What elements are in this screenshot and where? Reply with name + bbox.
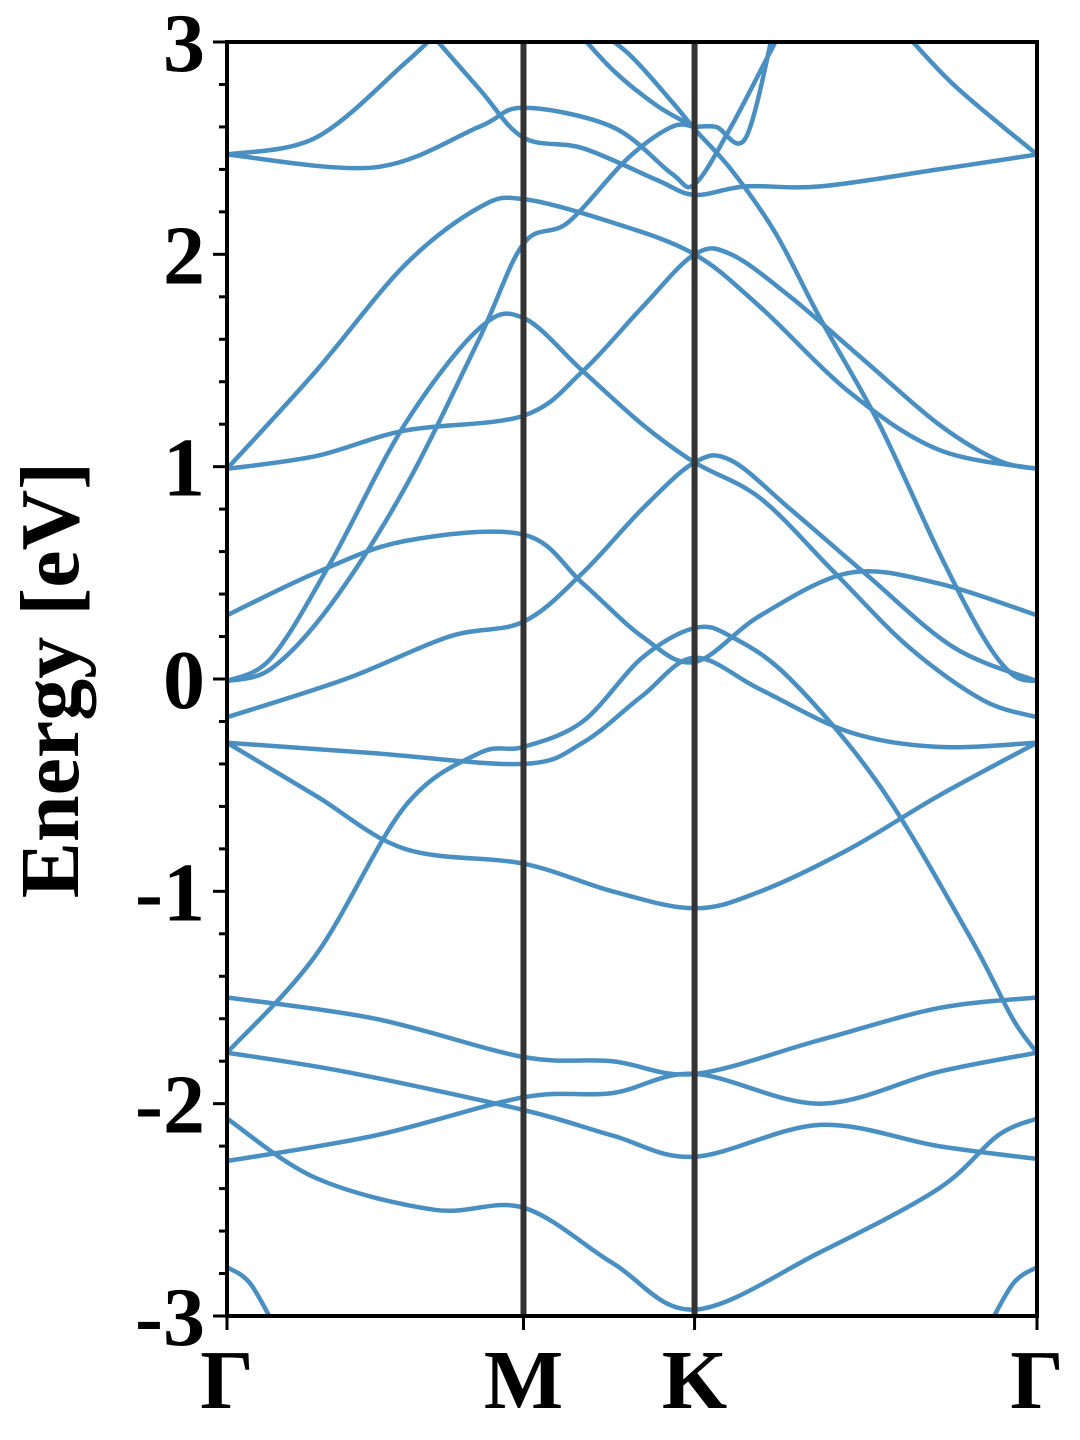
kpath-lines <box>520 42 698 1316</box>
band-line-11 <box>227 246 1037 472</box>
y-tick-label: 0 <box>163 634 205 727</box>
band-line-18 <box>227 1050 1037 1162</box>
y-tick-label: 1 <box>163 422 205 515</box>
band-line-2 <box>227 42 779 190</box>
x-tick-label-1: Γ <box>200 1334 253 1427</box>
band-line-14 <box>227 655 1037 767</box>
band-line-12 <box>227 529 1037 665</box>
band-line-17 <box>227 995 1037 1077</box>
y-tick-label: -1 <box>135 846 205 939</box>
band-line-4 <box>909 42 1037 157</box>
band-line-10 <box>227 311 1037 720</box>
band-line-5 <box>610 42 1037 684</box>
x-tick-label-4: Γ <box>1010 1334 1063 1427</box>
band-line-8 <box>227 122 697 684</box>
band-line-15 <box>227 740 1037 911</box>
y-axis-label: Energy [eV] <box>4 462 97 898</box>
y-tick-label: 2 <box>163 209 205 302</box>
band-line-6 <box>583 42 697 130</box>
band-line-16 <box>227 624 1037 1055</box>
y-ticks: 3 2 1 0 -1 -2 -3 <box>135 0 227 1364</box>
x-tick-label-3: K <box>662 1334 727 1427</box>
band-line-13 <box>227 453 1037 720</box>
x-tick-label-2: M <box>484 1334 563 1427</box>
band-line-20 <box>227 1116 1037 1312</box>
band-line-21 <box>227 1264 272 1316</box>
band-line-9 <box>227 195 1037 472</box>
band-lines <box>227 42 1037 1316</box>
y-tick-label: -3 <box>135 1271 205 1364</box>
y-tick-label: -2 <box>135 1059 205 1152</box>
band-line-22 <box>991 1264 1037 1316</box>
band-line-19 <box>227 1050 1037 1164</box>
band-line-7 <box>692 42 774 146</box>
y-tick-label: 3 <box>163 0 205 90</box>
band-line-3 <box>435 42 1037 198</box>
